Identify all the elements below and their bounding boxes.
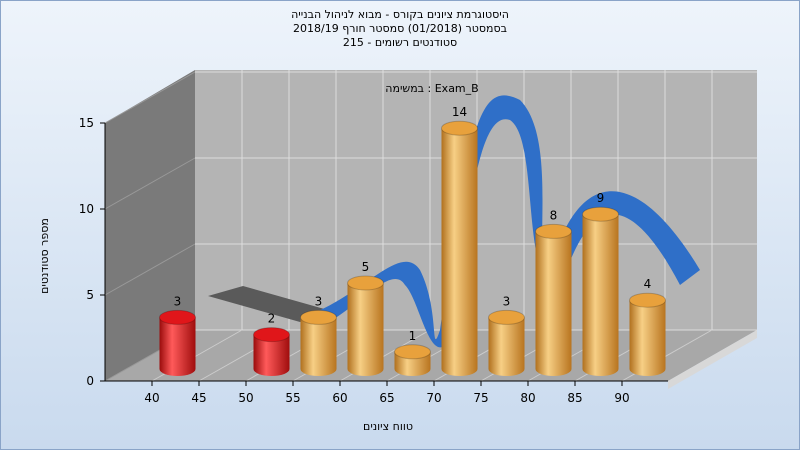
- data-label: 3: [174, 294, 182, 308]
- bar-top: [535, 223, 572, 239]
- bar-body: [629, 300, 666, 369]
- data-label: 8: [550, 208, 558, 222]
- bars: [159, 120, 666, 376]
- data-label: 9: [597, 191, 605, 205]
- x-tick-label: 45: [191, 391, 206, 405]
- data-label: 3: [503, 294, 511, 308]
- y-tick-label: 10: [79, 202, 94, 216]
- grid-line: [104, 243, 196, 296]
- x-tick-label: 90: [614, 391, 629, 405]
- bar-top: [253, 327, 290, 343]
- bar-body: [488, 317, 525, 369]
- bar: [629, 292, 666, 376]
- data-label: 5: [362, 260, 370, 274]
- title-line: היסטוגרמת ציונים בקורס - מבוא לניהול הבנ…: [291, 8, 509, 21]
- bar-top: [394, 344, 431, 360]
- curve-shadow: [208, 286, 335, 322]
- grid-line: [104, 157, 196, 210]
- bar-top: [441, 120, 478, 136]
- grid-line: [104, 71, 196, 124]
- y-tick-label: 5: [86, 288, 94, 302]
- y-axis-label: מספר סטודנטים: [38, 218, 51, 294]
- bar-top: [582, 206, 619, 222]
- x-tick-label: 60: [332, 391, 347, 405]
- data-label: 4: [644, 277, 652, 291]
- bar-top: [347, 275, 384, 291]
- x-tick-label: 70: [426, 391, 441, 405]
- bar-body: [300, 317, 337, 369]
- bar-body: [535, 231, 572, 369]
- x-axis-label: טווח ציונים: [363, 420, 413, 433]
- bar: [253, 327, 290, 376]
- bar: [582, 206, 619, 376]
- bar-top: [629, 292, 666, 308]
- bar: [347, 275, 384, 376]
- data-label: 14: [452, 105, 467, 119]
- x-tick-label: 65: [379, 391, 394, 405]
- y-tick-label: 15: [79, 116, 94, 130]
- bar-top: [159, 309, 196, 325]
- annotation: במשימה : Exam_B: [385, 82, 478, 95]
- bar: [441, 120, 478, 376]
- data-label: 3: [315, 294, 323, 308]
- bar-top: [300, 309, 337, 325]
- x-tick-label: 85: [567, 391, 582, 405]
- bar: [394, 344, 431, 376]
- x-tick-label: 50: [238, 391, 253, 405]
- title-line: סטודנטים רשומים - 215: [343, 36, 457, 49]
- bar-body: [441, 128, 478, 369]
- title-line: בסמסטר (01/2018) סמסטר חורף 2018/19: [293, 22, 507, 35]
- y-tick-label: 0: [86, 374, 94, 388]
- bar: [488, 309, 525, 376]
- x-tick-label: 75: [473, 391, 488, 405]
- bar: [159, 309, 196, 376]
- bar-body: [347, 283, 384, 369]
- x-tick-label: 40: [144, 391, 159, 405]
- bar: [300, 309, 337, 376]
- x-tick-label: 55: [285, 391, 300, 405]
- x-tick-label: 80: [520, 391, 535, 405]
- bar-top: [488, 309, 525, 325]
- floor-edge: [668, 330, 757, 389]
- left-wall: [105, 70, 195, 381]
- bar-body: [159, 317, 196, 369]
- data-label: 1: [409, 329, 417, 343]
- data-label: 2: [268, 312, 276, 326]
- bar-body: [582, 214, 619, 369]
- bar: [535, 223, 572, 376]
